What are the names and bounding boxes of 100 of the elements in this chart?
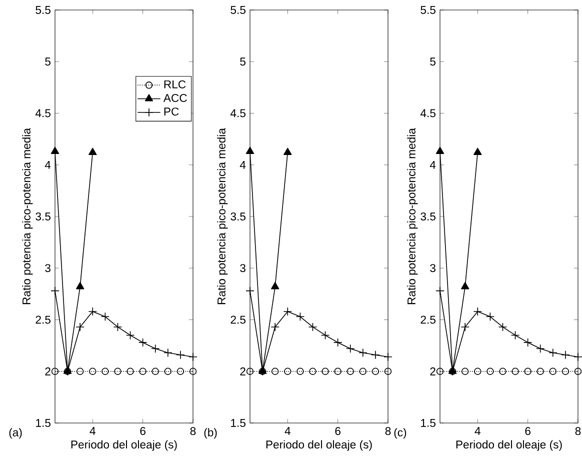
point <box>100 312 110 322</box>
point <box>474 368 482 375</box>
point <box>188 352 198 362</box>
point <box>283 307 292 316</box>
y-tick-label: 1.5 <box>36 419 50 427</box>
point <box>126 368 134 375</box>
point <box>114 368 122 375</box>
point <box>284 148 292 156</box>
x-tick-label: 6 <box>525 427 530 436</box>
point <box>138 338 148 347</box>
point <box>436 286 444 296</box>
y-tick-label: 2 <box>240 367 246 376</box>
point <box>88 307 98 316</box>
y-tick-label: 4 <box>430 160 436 169</box>
point <box>246 286 254 296</box>
point <box>384 352 392 362</box>
point <box>270 322 280 332</box>
text: (c) <box>394 428 406 439</box>
point <box>51 368 59 375</box>
point <box>88 148 97 156</box>
point <box>536 368 544 375</box>
y-tick-label: 2 <box>45 367 50 376</box>
point <box>76 282 84 290</box>
point <box>76 368 84 375</box>
point <box>436 146 444 154</box>
legend-label: RLC <box>164 80 186 88</box>
point <box>308 322 318 332</box>
y-axis-title: Ratio potencia pico-potencia media <box>407 128 418 304</box>
point <box>176 350 185 360</box>
legend-label: ACC <box>163 94 187 102</box>
point <box>574 368 582 375</box>
x-tick-label: 4 <box>474 427 480 435</box>
point <box>536 344 545 354</box>
point <box>246 146 254 154</box>
point <box>296 368 304 375</box>
x-tick-label: 6 <box>140 427 146 436</box>
point <box>510 330 520 340</box>
point <box>498 322 508 332</box>
point <box>189 368 197 375</box>
x-tick-label: 8 <box>190 427 196 436</box>
x-tick-label: 4 <box>90 427 96 435</box>
y-tick-label: 5 <box>430 58 436 66</box>
point <box>176 368 184 375</box>
point <box>271 282 280 290</box>
y-tick-label: 3 <box>430 264 436 272</box>
x-axis-title: Periodo del oleaje (s) <box>266 440 372 451</box>
y-tick-label: 5.5 <box>36 6 50 14</box>
point <box>461 368 469 375</box>
y-tick-label: 5.5 <box>420 6 436 14</box>
point <box>164 368 172 375</box>
point <box>139 368 146 375</box>
point <box>346 344 355 354</box>
x-tick-label: 8 <box>575 427 581 436</box>
y-tick-label: 3.5 <box>230 212 246 220</box>
y-tick-label: 1.5 <box>421 419 436 427</box>
point <box>246 368 254 375</box>
point <box>523 338 532 347</box>
y-tick-label: 4.5 <box>230 109 246 118</box>
point <box>126 330 135 340</box>
y-tick-label: 1.5 <box>231 419 246 427</box>
text: (b) <box>204 428 217 439</box>
point <box>346 368 354 375</box>
text: (a) <box>9 428 22 439</box>
y-tick-label: 5.5 <box>230 6 246 14</box>
point <box>549 368 557 375</box>
legend-label: PC <box>164 108 179 116</box>
y-tick-label: 4 <box>240 160 246 169</box>
point <box>113 322 122 332</box>
point <box>460 322 470 332</box>
point <box>150 344 160 354</box>
point <box>371 350 380 360</box>
point <box>486 368 494 375</box>
point <box>309 368 316 375</box>
point <box>562 368 570 375</box>
point <box>548 348 558 358</box>
point <box>460 282 470 290</box>
x-axis-title: Periodo del oleaje (s) <box>456 440 562 451</box>
point <box>284 368 292 375</box>
point <box>358 348 368 358</box>
point <box>152 368 159 375</box>
point <box>512 368 519 375</box>
x-axis-title: Periodo del oleaje (s) <box>71 440 177 451</box>
point <box>359 368 367 375</box>
point <box>320 330 330 340</box>
y-tick-label: 3.5 <box>420 212 436 220</box>
point <box>76 322 84 332</box>
y-tick-label: 4.5 <box>35 109 50 118</box>
point <box>384 368 392 375</box>
point <box>334 368 342 375</box>
point <box>322 368 329 375</box>
point <box>524 368 532 375</box>
point <box>50 146 60 154</box>
y-tick-label: 2.5 <box>36 316 50 324</box>
y-tick-label: 3.5 <box>36 212 50 220</box>
x-tick-label: 4 <box>284 427 290 435</box>
point <box>473 307 482 316</box>
x-tick-label: 8 <box>385 427 391 436</box>
y-axis-title: Ratio potencia pico-potencia media <box>22 128 33 304</box>
point <box>574 352 582 362</box>
y-tick-label: 2.5 <box>230 316 246 324</box>
